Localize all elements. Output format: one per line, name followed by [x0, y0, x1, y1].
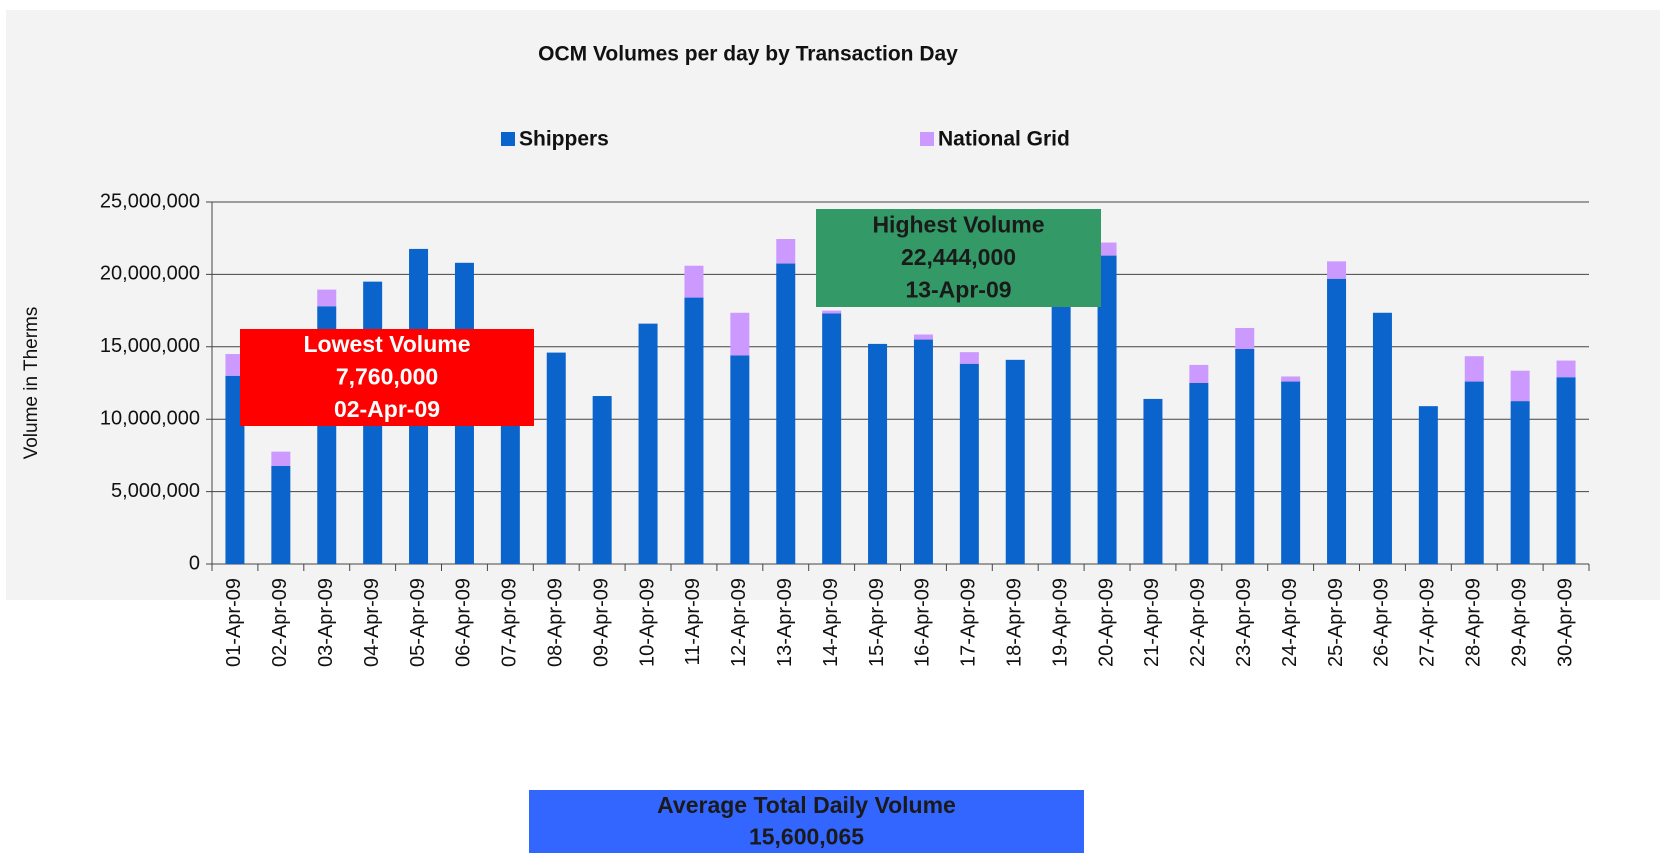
bar-segment — [1556, 377, 1576, 564]
annotation-text: 13-Apr-09 — [905, 277, 1011, 303]
x-tick-label: 10-Apr-09 — [636, 578, 658, 667]
x-tick-label: 09-Apr-09 — [590, 578, 612, 667]
bar-segment — [225, 354, 245, 376]
bar-segment — [730, 312, 750, 356]
y-tick-label: 5,000,000 — [111, 480, 200, 502]
x-tick-label: 24-Apr-09 — [1279, 578, 1301, 667]
annotation-box — [816, 209, 1101, 307]
x-tick-label: 28-Apr-09 — [1463, 578, 1485, 667]
y-tick-label: 10,000,000 — [100, 407, 200, 429]
bar-segment — [1464, 381, 1484, 564]
bar-segment — [959, 352, 979, 364]
y-axis-label: Volume in Therms — [21, 307, 42, 460]
annotation-text: 7,760,000 — [336, 364, 438, 390]
bar-segment — [546, 352, 566, 564]
x-tick-label: 18-Apr-09 — [1004, 578, 1026, 667]
bar-segment — [1281, 376, 1301, 382]
bar-segment — [913, 334, 933, 340]
bar-segment — [1235, 348, 1255, 564]
bar-segment — [1189, 364, 1209, 383]
x-tick-label: 07-Apr-09 — [499, 578, 521, 667]
x-tick-label: 14-Apr-09 — [820, 578, 842, 667]
bar-segment — [225, 375, 245, 564]
bar-segment — [1097, 255, 1117, 565]
annotation-box — [529, 790, 1084, 853]
x-tick-label: 13-Apr-09 — [774, 578, 796, 667]
bar-segment — [1510, 370, 1530, 402]
y-tick-label: 15,000,000 — [100, 335, 200, 357]
bar-segment — [1556, 360, 1576, 378]
x-tick-label: 17-Apr-09 — [958, 578, 980, 667]
legend-label: Shippers — [519, 128, 609, 151]
bar-segment — [1189, 383, 1209, 564]
bar-segment — [317, 289, 337, 307]
bar-segment — [730, 355, 750, 564]
y-tick-label: 20,000,000 — [100, 263, 200, 285]
x-tick-label: 06-Apr-09 — [453, 578, 475, 667]
bar-segment — [638, 323, 658, 564]
bar-segment — [1281, 381, 1301, 564]
bar-segment — [822, 313, 842, 564]
legend-swatch — [920, 132, 934, 146]
legend-label: National Grid — [938, 128, 1070, 151]
bar-segment — [1372, 312, 1392, 564]
bar-segment — [592, 396, 612, 564]
y-tick-label: 25,000,000 — [100, 190, 200, 212]
x-tick-label: 03-Apr-09 — [315, 578, 337, 667]
annotation-text: 22,444,000 — [901, 244, 1016, 270]
bar-segment — [913, 339, 933, 564]
bar-segment — [271, 451, 291, 466]
x-tick-label: 23-Apr-09 — [1233, 578, 1255, 667]
bar-segment — [1327, 261, 1347, 279]
bar-segment — [1464, 356, 1484, 382]
x-tick-label: 29-Apr-09 — [1508, 578, 1530, 667]
bar-segment — [684, 265, 704, 298]
x-tick-label: 01-Apr-09 — [223, 578, 245, 667]
x-tick-label: 04-Apr-09 — [361, 578, 383, 667]
bar-segment — [1005, 359, 1025, 564]
bar-segment — [271, 465, 291, 564]
y-tick-label: 0 — [189, 552, 200, 574]
x-tick-label: 12-Apr-09 — [728, 578, 750, 667]
annotation-text: Lowest Volume — [304, 331, 471, 357]
x-tick-label: 30-Apr-09 — [1554, 578, 1576, 667]
bar-segment — [959, 363, 979, 564]
x-tick-label: 11-Apr-09 — [682, 578, 704, 665]
x-tick-label: 22-Apr-09 — [1187, 578, 1209, 667]
bar-segment — [1097, 242, 1117, 256]
chart-title: OCM Volumes per day by Transaction Day — [538, 43, 958, 66]
bar-segment — [776, 239, 796, 264]
bar-segment — [1051, 296, 1071, 564]
bar-segment — [776, 263, 796, 564]
annotation-text: Average Total Daily Volume — [657, 792, 956, 818]
bar-segment — [1143, 398, 1163, 564]
bar-segment — [684, 297, 704, 564]
x-tick-label: 15-Apr-09 — [866, 578, 888, 667]
x-tick-label: 05-Apr-09 — [407, 578, 429, 667]
legend-swatch — [501, 132, 515, 146]
annotation-text: 15,600,065 — [749, 823, 864, 849]
bar-segment — [868, 343, 888, 564]
bar-segment — [1510, 401, 1530, 564]
x-tick-label: 26-Apr-09 — [1371, 578, 1393, 667]
x-tick-label: 16-Apr-09 — [912, 578, 934, 667]
annotation-box — [240, 329, 534, 426]
x-tick-label: 08-Apr-09 — [545, 578, 567, 667]
x-tick-label: 20-Apr-09 — [1095, 578, 1117, 667]
annotation-text: Highest Volume — [872, 211, 1044, 237]
bar-segment — [822, 310, 842, 314]
x-tick-label: 19-Apr-09 — [1049, 578, 1071, 667]
bar-segment — [1235, 327, 1255, 349]
annotation-text: 02-Apr-09 — [334, 396, 440, 422]
x-tick-label: 25-Apr-09 — [1325, 578, 1347, 667]
bar-segment — [1327, 278, 1347, 564]
bar-segment — [1418, 406, 1438, 564]
x-tick-label: 27-Apr-09 — [1417, 578, 1439, 667]
x-tick-label: 02-Apr-09 — [269, 578, 291, 667]
bar-segment — [500, 404, 520, 564]
x-tick-label: 21-Apr-09 — [1141, 578, 1163, 667]
